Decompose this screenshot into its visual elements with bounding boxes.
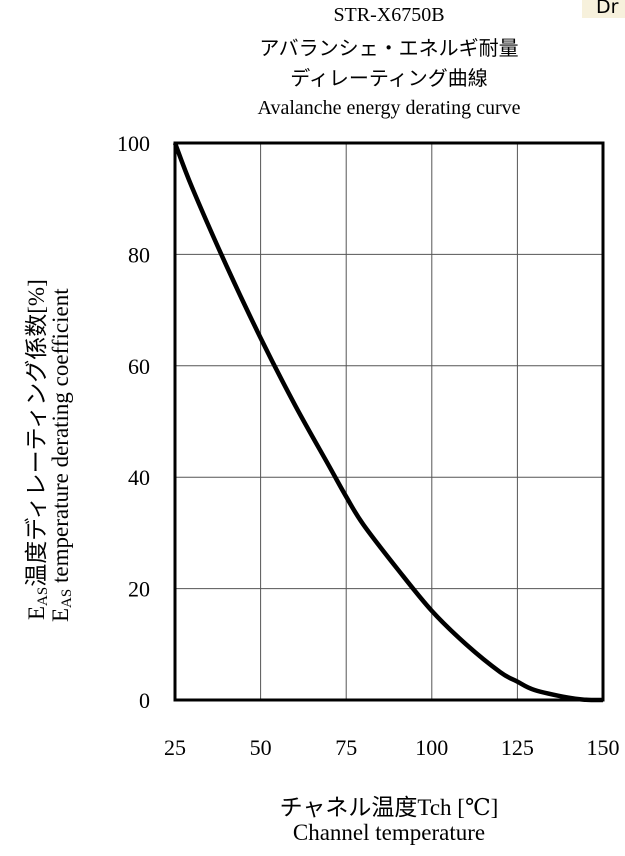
y-tick-label: 80	[128, 242, 150, 267]
y-tick-labels: 0 20 40 60 80 100	[117, 131, 150, 713]
x-axis-label-english: Channel temperature	[292, 820, 486, 845]
x-tick-label: 50	[250, 735, 272, 760]
x-tick-label: 25	[164, 735, 186, 760]
chart-title-english: Avalanche energy derating curve	[257, 97, 521, 119]
chart-title-model: STR-X6750B	[333, 4, 445, 26]
plot-frame	[173, 141, 605, 702]
x-tick-label: 100	[415, 735, 448, 760]
x-tick-labels: 25 50 75 100 125 150	[164, 735, 620, 760]
x-tick-label: 150	[587, 735, 620, 760]
grid-lines	[175, 143, 603, 700]
chart-title-japanese-2: ディレーティング曲線	[290, 68, 488, 90]
y-tick-label: 100	[117, 131, 150, 156]
y-tick-label: 40	[128, 465, 150, 490]
y-tick-label: 20	[128, 577, 150, 602]
x-tick-label: 125	[501, 735, 534, 760]
y-tick-label: 60	[128, 354, 150, 379]
y-tick-label: 0	[139, 688, 150, 713]
x-axis-label-japanese: チャネル温度Tch [℃]	[279, 795, 499, 820]
corner-tag: Dr	[582, 0, 625, 18]
chart-title-japanese: アバランシェ・エネルギ耐量	[259, 38, 519, 60]
x-tick-label: 75	[335, 735, 357, 760]
derating-curve	[172, 142, 604, 703]
